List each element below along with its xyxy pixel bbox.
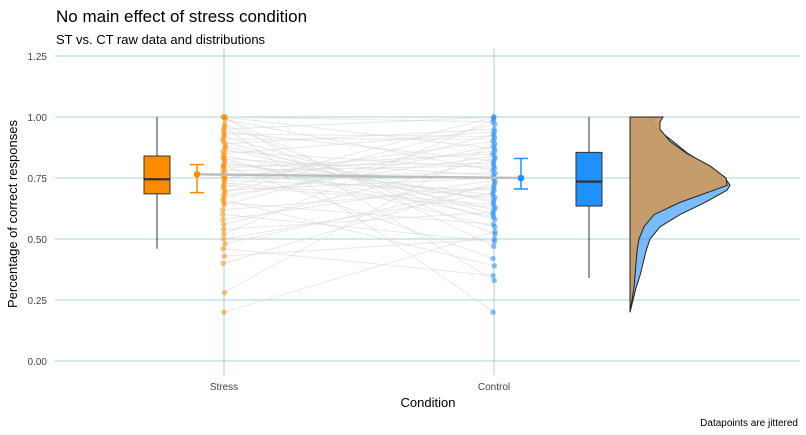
control-point — [492, 224, 498, 230]
stress-point — [220, 246, 226, 252]
paired-line — [223, 123, 495, 194]
paired-line — [223, 116, 495, 150]
paired-line — [223, 231, 495, 313]
paired-line — [223, 140, 495, 179]
stress-point — [221, 236, 227, 242]
paired-lines — [223, 116, 495, 313]
x-tick-label: Control — [478, 382, 510, 393]
paired-line — [223, 155, 495, 201]
stress-box — [143, 155, 171, 195]
stress-point — [220, 260, 226, 267]
paired-line — [223, 116, 495, 130]
stress-point — [220, 207, 226, 213]
control-point — [492, 216, 498, 223]
y-tick-label: 0.00 — [28, 357, 48, 368]
mean-line — [196, 173, 522, 180]
control-point — [492, 121, 498, 128]
control-mean-point — [517, 174, 525, 182]
stress-point — [221, 202, 227, 208]
paired-line — [223, 182, 495, 264]
stress-mean-point — [193, 171, 201, 178]
paired-line — [223, 133, 495, 206]
paired-line — [223, 162, 495, 196]
paired-line — [223, 140, 495, 220]
control-point — [490, 255, 496, 262]
stress-point — [222, 241, 228, 247]
stress-point — [220, 211, 226, 218]
paired-line — [223, 150, 495, 179]
chart-title: No main effect of stress condition — [56, 7, 307, 26]
paired-line — [223, 211, 495, 230]
boxplots — [143, 117, 603, 279]
gridlines — [55, 48, 800, 375]
chart-caption: Datapoints are jittered — [700, 418, 798, 429]
x-axis-ticks: Stress Control — [210, 382, 510, 393]
paired-line — [223, 157, 495, 177]
paired-line — [223, 126, 495, 313]
paired-line — [223, 179, 495, 191]
y-tick-label: 0.50 — [28, 235, 48, 246]
y-tick-label: 1.25 — [28, 52, 48, 63]
control-point — [491, 238, 498, 245]
control-box — [575, 151, 603, 207]
x-axis-title: Condition — [401, 395, 456, 410]
paired-line — [223, 199, 495, 267]
control-point — [490, 309, 496, 315]
x-tick-label: Stress — [210, 382, 238, 393]
control-point — [490, 272, 496, 279]
jittered-points — [220, 114, 498, 315]
paired-line — [223, 184, 495, 245]
y-tick-label: 0.25 — [28, 296, 48, 307]
chart-subtitle: ST vs. CT raw data and distributions — [56, 32, 266, 47]
y-tick-label: 0.75 — [28, 174, 48, 185]
stress-point — [221, 231, 227, 237]
control-point — [492, 231, 498, 237]
y-axis-title: Percentage of correct responses — [5, 120, 20, 308]
control-point — [491, 263, 497, 269]
stress-point — [220, 216, 226, 223]
paired-line — [223, 182, 495, 206]
paired-line — [223, 214, 495, 242]
density-clouds — [629, 116, 731, 313]
paired-line — [223, 238, 495, 257]
stress-density — [629, 116, 728, 313]
paired-line — [223, 192, 495, 240]
y-axis-ticks: 0.00 0.25 0.50 0.75 1.00 1.25 — [28, 52, 48, 368]
stress-point — [220, 226, 227, 232]
paired-line — [223, 165, 495, 172]
stress-point — [221, 309, 227, 315]
y-tick-label: 1.00 — [28, 113, 48, 124]
paired-line — [223, 143, 495, 294]
control-point — [491, 243, 497, 250]
paired-line — [223, 128, 495, 145]
stress-point — [222, 116, 228, 123]
paired-line — [223, 116, 495, 123]
paired-line — [223, 157, 495, 225]
paired-line — [223, 187, 495, 211]
control-point — [491, 277, 497, 284]
mean-markers — [190, 157, 528, 194]
stress-point — [221, 253, 228, 259]
paired-line — [223, 145, 495, 199]
stress-point — [220, 221, 227, 228]
stress-point — [221, 289, 228, 296]
